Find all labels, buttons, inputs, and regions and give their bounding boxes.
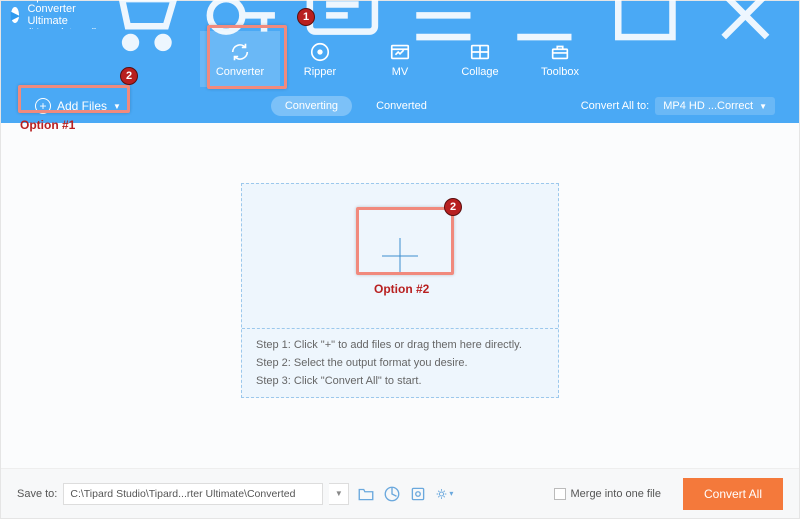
chat-icon[interactable] xyxy=(299,0,386,58)
mode-converted[interactable]: Converted xyxy=(362,96,441,116)
output-path-text: C:\Tipard Studio\Tipard...rter Ultimate\… xyxy=(70,488,295,500)
format-selector[interactable]: MP4 HD ...Correct ▼ xyxy=(655,97,775,115)
convert-all-button[interactable]: Convert All xyxy=(683,478,783,510)
minimize-icon[interactable] xyxy=(501,0,588,58)
title-bar: ▶ Tipard Video Converter Ultimate (Unreg… xyxy=(1,1,799,29)
maximize-icon[interactable] xyxy=(602,0,689,58)
step-3: Step 3: Click "Convert All" to start. xyxy=(256,375,544,387)
footer: Save to: C:\Tipard Studio\Tipard...rter … xyxy=(1,468,799,518)
mode-switch: Converting Converted xyxy=(131,96,581,116)
dropzone: Step 1: Click "+" to add files or drag t… xyxy=(241,183,559,398)
output-format: Convert All to: MP4 HD ...Correct ▼ xyxy=(581,97,775,115)
merge-checkbox[interactable] xyxy=(554,488,566,500)
mode-converting[interactable]: Converting xyxy=(271,96,352,116)
plus-icon xyxy=(382,238,418,274)
action-strip: + Add Files ▼ Converting Converted Conve… xyxy=(1,89,799,123)
open-folder-icon[interactable] xyxy=(357,485,375,503)
speed-icon[interactable] xyxy=(383,485,401,503)
tab-converter-label: Converter xyxy=(216,66,264,78)
merge-label: Merge into one file xyxy=(571,488,662,500)
close-icon[interactable] xyxy=(702,0,789,58)
tab-collage-label: Collage xyxy=(461,66,498,78)
chevron-down-icon: ▼ xyxy=(113,102,121,111)
main-area: Step 1: Click "+" to add files or drag t… xyxy=(1,123,799,468)
app-logo: ▶ xyxy=(11,7,19,23)
key-icon[interactable] xyxy=(199,0,286,58)
output-path[interactable]: C:\Tipard Studio\Tipard...rter Ultimate\… xyxy=(63,483,323,505)
format-value: MP4 HD ...Correct xyxy=(663,100,753,112)
step-1: Step 1: Click "+" to add files or drag t… xyxy=(256,339,544,351)
output-path-dropdown[interactable]: ▼ xyxy=(329,483,349,505)
settings-icon[interactable]: ▾ xyxy=(435,485,453,503)
gpu-icon[interactable] xyxy=(409,485,427,503)
chevron-down-icon: ▼ xyxy=(759,102,767,111)
tab-mv-label: MV xyxy=(392,66,409,78)
app-window: ▶ Tipard Video Converter Ultimate (Unreg… xyxy=(0,0,800,519)
dropzone-target[interactable] xyxy=(242,184,558,329)
window-controls xyxy=(98,0,789,58)
steps: Step 1: Click "+" to add files or drag t… xyxy=(242,329,558,397)
tab-toolbox-label: Toolbox xyxy=(541,66,579,78)
cart-icon[interactable] xyxy=(98,0,185,58)
plus-circle-icon: + xyxy=(35,98,51,114)
step-2: Step 2: Select the output format you des… xyxy=(256,357,544,369)
tab-ripper-label: Ripper xyxy=(304,66,336,78)
add-files-label: Add Files xyxy=(57,99,107,113)
save-to: Save to: C:\Tipard Studio\Tipard...rter … xyxy=(17,483,349,505)
menu-icon[interactable] xyxy=(400,0,487,58)
merge-option[interactable]: Merge into one file xyxy=(554,488,662,500)
add-files-button[interactable]: + Add Files ▼ xyxy=(25,93,131,119)
convert-all-to-label: Convert All to: xyxy=(581,100,649,112)
save-to-label: Save to: xyxy=(17,488,57,500)
